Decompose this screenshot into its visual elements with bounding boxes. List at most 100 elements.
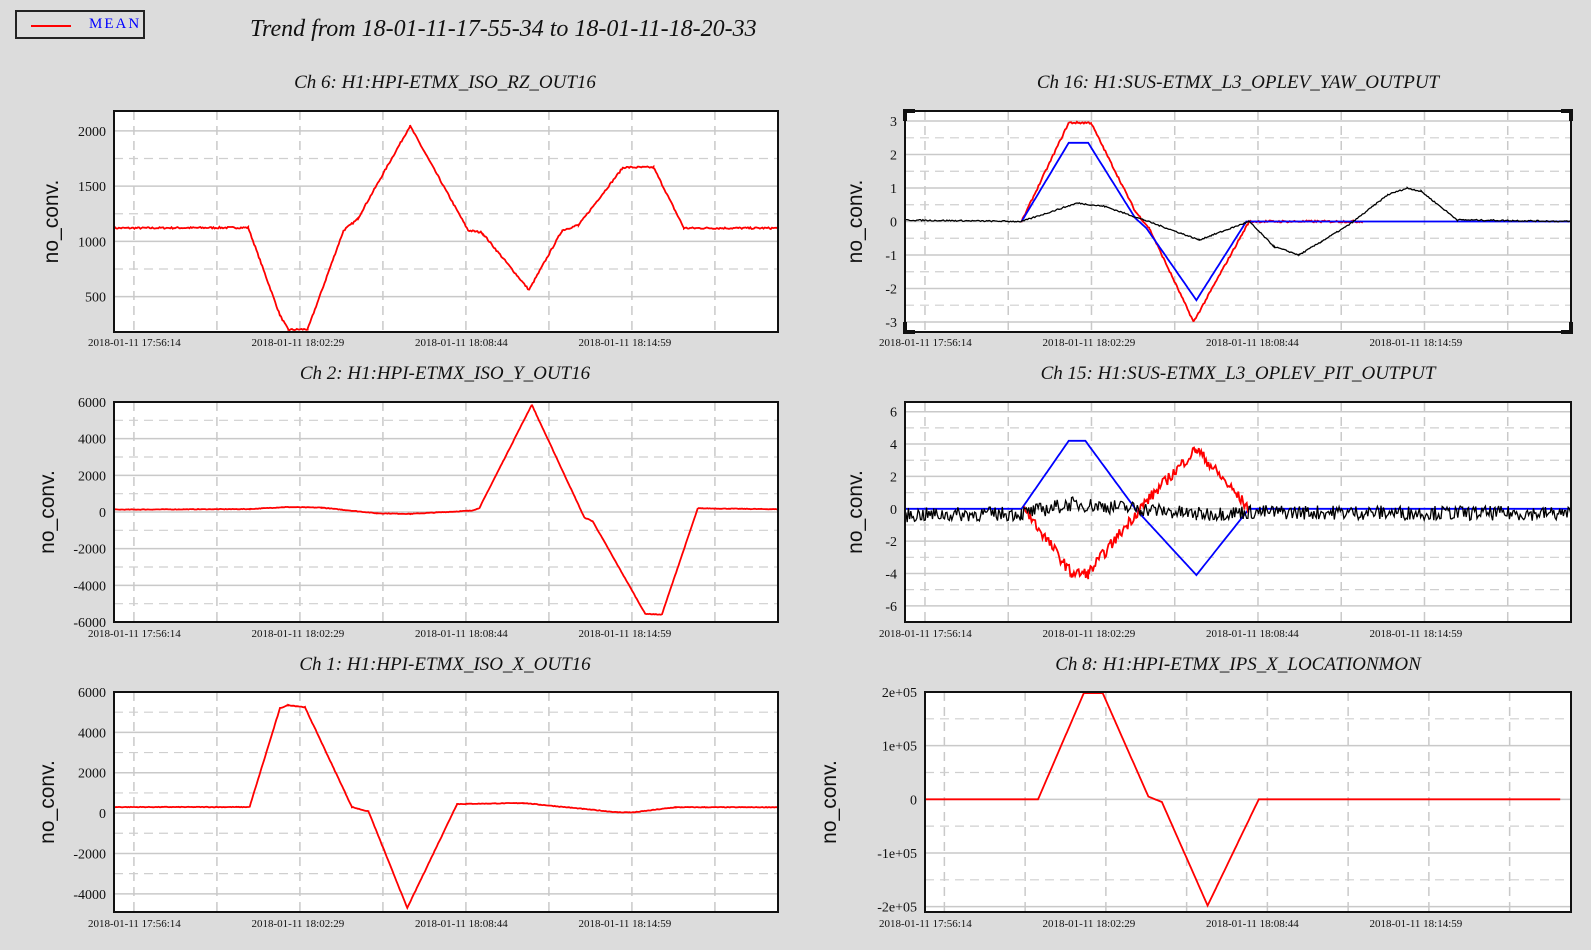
y-tick-label: -4000 (73, 579, 106, 594)
x-tick-label: 2018-01-11 18:08:44 (415, 628, 508, 640)
y-tick-label: 0 (890, 503, 897, 518)
x-tick-label: 2018-01-11 18:14:59 (579, 918, 672, 930)
x-tick-label: 2018-01-11 18:14:59 (579, 628, 672, 640)
chart-panel-2: Ch 2: H1:HPI-ETMX_ISO_Y_OUT16 -6000 -4000 -… (36, 363, 779, 640)
plot-area (114, 692, 778, 912)
plot-frame (904, 110, 1572, 333)
x-tick-label: 2018-01-11 18:08:44 (415, 918, 508, 930)
plot-frame (113, 110, 779, 333)
y-tick-label: -2000 (73, 543, 106, 558)
y-tick-label: 3 (890, 115, 897, 130)
y-axis-label: no_conv. (36, 470, 59, 554)
x-tick-label: 2018-01-11 18:08:44 (1206, 337, 1299, 349)
chart-panel-6: Ch 8: H1:HPI-ETMX_IPS_X_LOCATIONMON -2e+0… (818, 654, 1572, 930)
x-tick-label: 2018-01-11 18:14:59 (1370, 628, 1463, 640)
series-line-1 (905, 439, 1571, 577)
y-tick-label: 1 (890, 182, 897, 197)
y-tick-label: 2 (890, 149, 897, 164)
y-tick-label: -2 (885, 535, 897, 550)
x-tick-label: 2018-01-11 18:08:44 (1206, 628, 1299, 640)
x-tick-label: 2018-01-11 18:14:59 (1370, 918, 1463, 930)
legend-swatch-mean (31, 25, 71, 27)
y-axis-label: no_conv. (844, 180, 867, 264)
series-line-1 (114, 404, 778, 616)
y-tick-label: 6000 (78, 396, 106, 411)
chart-title: Ch 8: H1:HPI-ETMX_IPS_X_LOCATIONMON (1055, 654, 1422, 675)
y-tick-label: -2e+05 (877, 901, 917, 916)
x-tick-label: 2018-01-11 18:08:44 (1206, 918, 1299, 930)
x-tick-label: 2018-01-11 18:14:59 (1370, 337, 1463, 349)
plot-frame (904, 401, 1572, 623)
y-tick-label: 4000 (78, 433, 106, 448)
y-tick-label: 0 (890, 216, 897, 231)
chart-panel-5: Ch 15: H1:SUS-ETMX_L3_OPLEV_PIT_OUTPUT -6… (844, 363, 1572, 640)
y-tick-label: 6000 (78, 686, 106, 701)
y-tick-label: -2 (885, 282, 897, 297)
x-tick-label: 2018-01-11 18:02:29 (252, 918, 345, 930)
chart-panel-3: Ch 1: H1:HPI-ETMX_ISO_X_OUT16 -4000 -2000 0… (36, 654, 779, 930)
y-axis-label: no_conv. (844, 470, 867, 554)
x-tick-label: 2018-01-11 18:02:29 (252, 628, 345, 640)
selection-corner-handle (1561, 109, 1573, 121)
y-tick-label: 0 (910, 793, 917, 808)
y-tick-label: 2000 (78, 469, 106, 484)
chart-title: Ch 1: H1:HPI-ETMX_ISO_X_OUT16 (299, 654, 591, 675)
x-tick-label: 2018-01-11 17:56:14 (879, 337, 972, 349)
selection-corner-handle (1561, 322, 1573, 334)
legend: MEAN (15, 10, 145, 39)
selection-corner-handle (903, 322, 915, 334)
y-axis-label: no_conv. (40, 180, 63, 264)
chart-title: Ch 6: H1:HPI-ETMX_ISO_RZ_OUT16 (294, 72, 596, 93)
y-tick-label: 1500 (78, 180, 106, 195)
y-tick-label: -6000 (73, 616, 106, 631)
y-tick-label: -4 (885, 567, 897, 582)
series-line-2 (1023, 446, 1250, 580)
chart-title: Ch 16: H1:SUS-ETMX_L3_OPLEV_YAW_OUTPUT (1037, 72, 1441, 93)
y-tick-label: -3 (885, 316, 897, 331)
x-tick-label: 2018-01-11 17:56:14 (879, 918, 972, 930)
y-tick-label: 2 (890, 470, 897, 485)
y-tick-label: 4000 (78, 726, 106, 741)
series-line-1 (114, 124, 778, 332)
y-axis-label: no_conv. (36, 760, 59, 844)
series-line-3 (905, 496, 1571, 523)
series-line-1 (925, 692, 1561, 908)
y-tick-label: 4 (890, 438, 897, 453)
plot-area (925, 692, 1571, 912)
plot-frame (924, 691, 1572, 913)
chart-title: Ch 2: H1:HPI-ETMX_ISO_Y_OUT16 (300, 363, 591, 384)
x-tick-label: 2018-01-11 18:02:29 (1043, 918, 1136, 930)
x-tick-label: 2018-01-11 18:14:59 (579, 337, 672, 349)
x-tick-label: 2018-01-11 17:56:14 (88, 918, 181, 930)
x-tick-label: 2018-01-11 18:02:29 (252, 337, 345, 349)
x-tick-label: 2018-01-11 17:56:14 (88, 337, 181, 349)
x-tick-label: 2018-01-11 18:02:29 (1043, 337, 1136, 349)
y-tick-label: -2000 (73, 847, 106, 862)
y-tick-label: 0 (99, 807, 106, 822)
y-tick-label: -1 (885, 249, 897, 264)
x-tick-label: 2018-01-11 17:56:14 (88, 628, 181, 640)
plot-frame (113, 401, 779, 623)
chart-panel-1: Ch 6: H1:HPI-ETMX_ISO_RZ_OUT16 500 1000 150… (40, 72, 779, 349)
plot-area (114, 111, 778, 332)
series-line-3 (905, 186, 1571, 257)
page-title: Trend from 18-01-11-17-55-34 to 18-01-11… (250, 16, 757, 42)
series-line-1 (114, 703, 778, 911)
y-tick-label: 0 (99, 506, 106, 521)
x-tick-label: 2018-01-11 17:56:14 (879, 628, 972, 640)
y-axis-label: no_conv. (818, 760, 841, 844)
x-tick-label: 2018-01-11 18:08:44 (415, 337, 508, 349)
chart-title: Ch 15: H1:SUS-ETMX_L3_OPLEV_PIT_OUTPUT (1041, 363, 1437, 384)
y-tick-label: 2000 (78, 767, 106, 782)
selection-corner-handle (903, 109, 915, 121)
y-tick-label: 6 (890, 406, 897, 421)
y-tick-label: -6 (885, 600, 897, 615)
y-tick-label: 1000 (78, 235, 106, 250)
y-tick-label: -1e+05 (877, 847, 917, 862)
y-tick-label: 500 (85, 291, 106, 306)
y-tick-label: 2000 (78, 125, 106, 140)
y-tick-label: 2e+05 (882, 686, 917, 701)
legend-label-mean: MEAN (89, 16, 142, 32)
plot-frame (113, 691, 779, 913)
